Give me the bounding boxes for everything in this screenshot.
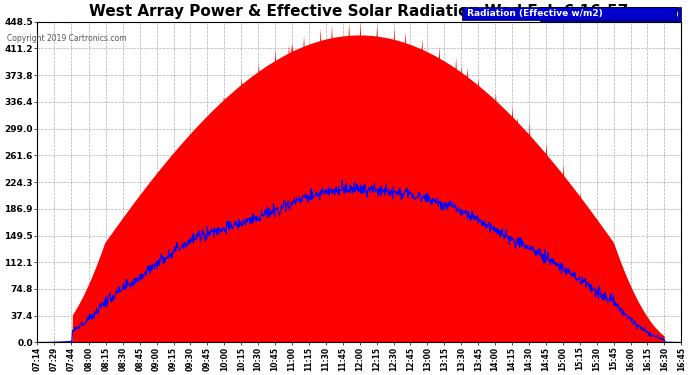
Title: West Array Power & Effective Solar Radiation Wed Feb 6 16:57: West Array Power & Effective Solar Radia… — [90, 4, 629, 19]
Text: Radiation (Effective w/m2): Radiation (Effective w/m2) — [543, 10, 678, 19]
Text: West Array (DC Watts): West Array (DC Watts) — [553, 9, 674, 18]
Text: Copyright 2019 Cartronics.com: Copyright 2019 Cartronics.com — [7, 34, 126, 43]
Text: Radiation (Effective w/m2): Radiation (Effective w/m2) — [464, 9, 674, 18]
